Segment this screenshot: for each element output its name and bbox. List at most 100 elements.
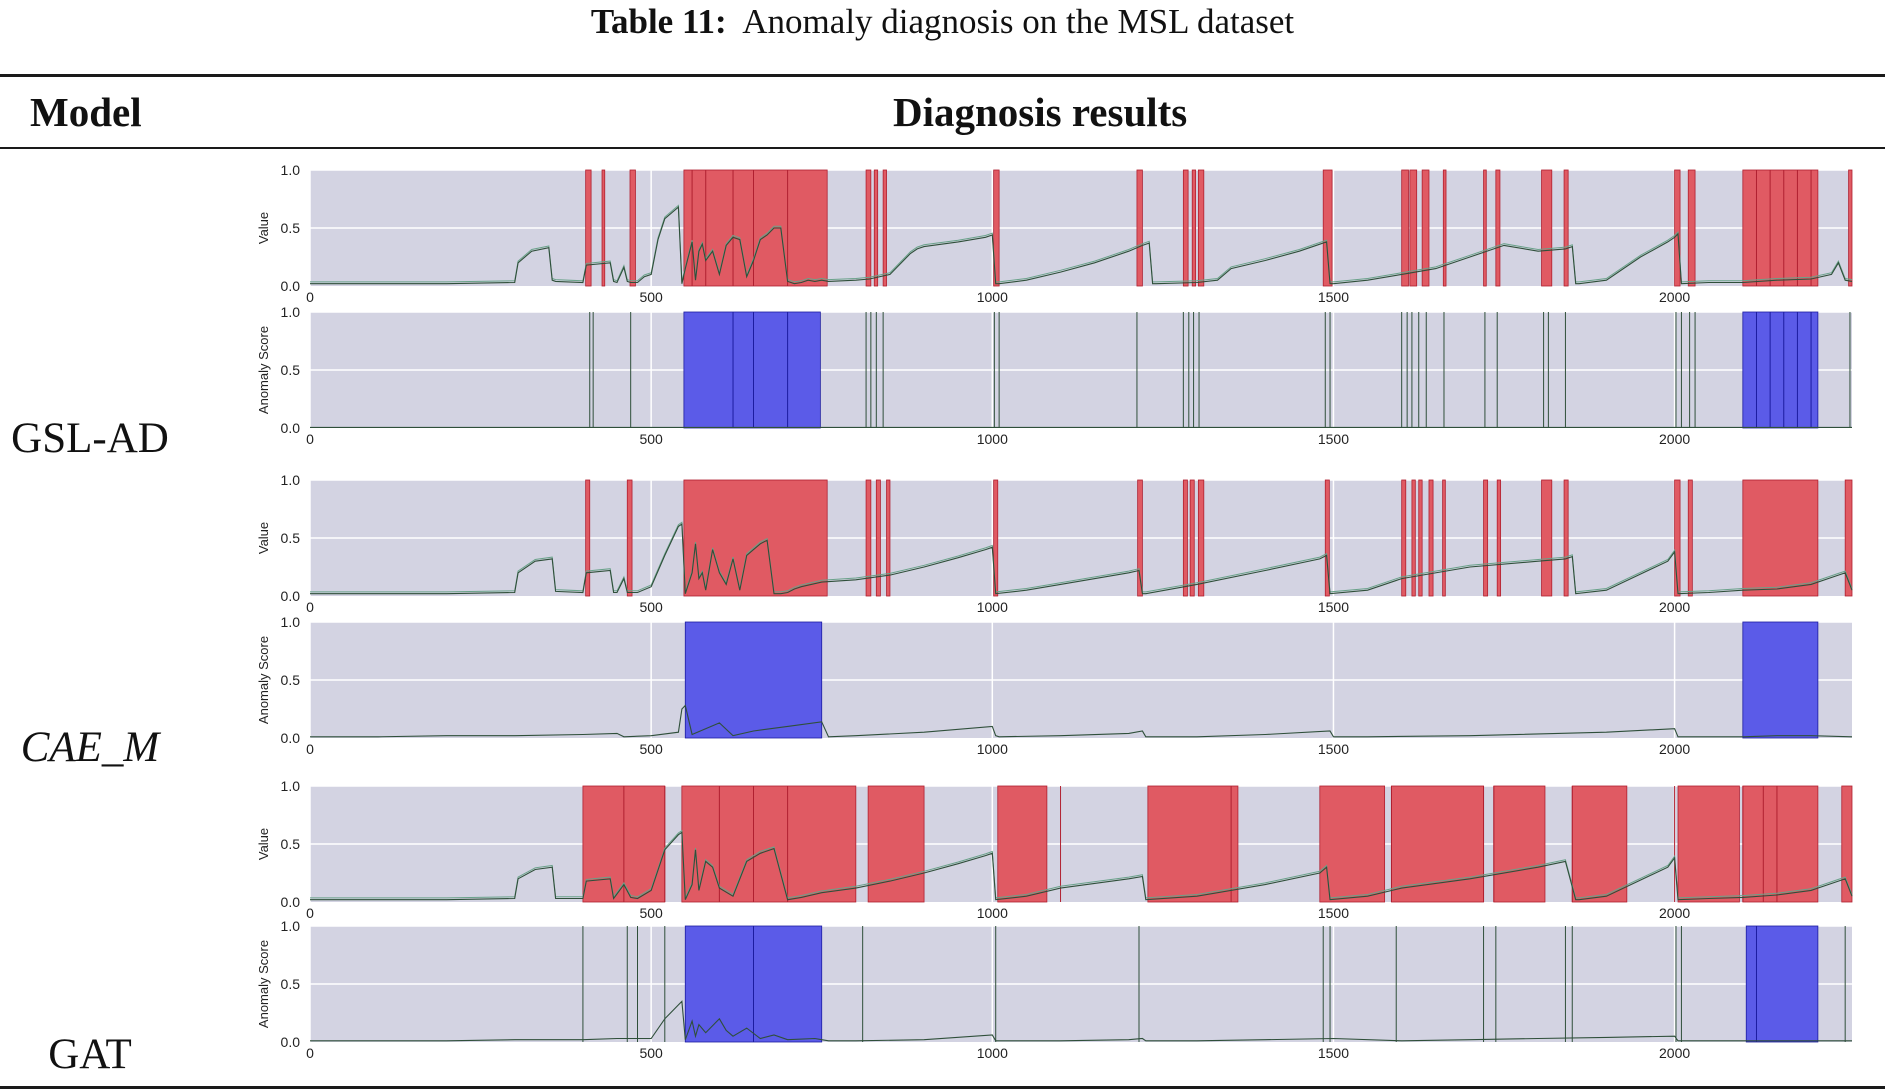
y-tick-label: 1.0 [281, 162, 301, 178]
anomaly-span [1428, 479, 1434, 597]
column-header-results: Diagnosis results [893, 89, 1188, 135]
anomaly-span [1137, 479, 1143, 597]
x-tick-label: 2000 [1659, 741, 1690, 757]
y-tick-label: 0.5 [281, 530, 301, 546]
x-tick-label: 0 [306, 905, 314, 921]
y-tick-label: 0.5 [281, 976, 301, 992]
x-tick-label: 1500 [1318, 905, 1349, 921]
x-tick-label: 1000 [977, 1045, 1008, 1061]
anomaly-span [1742, 311, 1819, 429]
anomaly-span [865, 169, 872, 287]
anomaly-span [1674, 479, 1681, 597]
x-tick-label: 0 [306, 289, 314, 305]
anomaly-span [1319, 785, 1386, 903]
anomaly-span [1674, 169, 1681, 287]
x-tick-label: 500 [639, 599, 663, 615]
anomaly-span [1421, 169, 1430, 287]
chart-panel-gat-value: 0.0 0.5 1.0 0 500 1000 1500 2000 Value [256, 778, 1853, 921]
anomaly-span [1841, 785, 1853, 903]
anomaly-span [1495, 169, 1501, 287]
anomaly-span [865, 479, 872, 597]
y-tick-label: 1.0 [281, 304, 301, 320]
y-tick-label: 0.5 [281, 836, 301, 852]
y-tick-label: 0.0 [281, 278, 301, 294]
series-line [310, 704, 1853, 738]
anomaly-span [1742, 621, 1819, 739]
anomaly-span [1571, 785, 1628, 903]
x-tick-label: 1000 [977, 741, 1008, 757]
y-axis-label: Anomaly Score [256, 940, 271, 1028]
anomaly-span [1189, 479, 1195, 597]
series-line [310, 1000, 1852, 1042]
anomaly-span [886, 479, 891, 597]
column-header-model: Model [30, 89, 142, 135]
x-tick-label: 2000 [1659, 289, 1690, 305]
x-tick-label: 1000 [977, 599, 1008, 615]
anomaly-span [1496, 479, 1502, 597]
chart-panel-gat-score: 0.0 0.5 1.0 0 500 1000 1500 2000 Anomaly Score [256, 918, 1852, 1061]
x-tick-label: 1500 [1318, 431, 1349, 447]
anomaly-span [882, 169, 887, 287]
y-tick-label: 0.5 [281, 220, 301, 236]
anomaly-span [1483, 479, 1489, 597]
chart-panel-gsl-ad-score: 0.0 0.5 1.0 0 500 1000 1500 2000 Anomaly Score [256, 304, 1852, 447]
anomaly-span [1742, 169, 1819, 287]
series-line-predicted [310, 204, 1853, 283]
anomaly-span [1197, 169, 1205, 287]
y-tick-label: 0.0 [281, 420, 301, 436]
x-tick-label: 2000 [1659, 1045, 1690, 1061]
x-tick-label: 1000 [977, 431, 1008, 447]
anomaly-span [1182, 169, 1189, 287]
anomaly-span [1197, 479, 1205, 597]
anomaly-span [684, 621, 823, 739]
table-caption: Table 11: Anomaly diagnosis on the MSL d… [0, 0, 1885, 50]
anomaly-span [683, 169, 828, 287]
y-axis-label: Value [256, 522, 271, 554]
y-axis-label: Value [256, 828, 271, 860]
anomaly-span [1401, 169, 1409, 287]
x-tick-label: 2000 [1659, 905, 1690, 921]
model-name-cae-m: CAE_M [20, 724, 160, 771]
anomaly-span [629, 169, 636, 287]
x-tick-label: 1000 [977, 289, 1008, 305]
anomaly-span [993, 169, 1000, 287]
anomaly-span [1742, 479, 1819, 597]
header-rule [0, 147, 1885, 149]
anomaly-span [1745, 925, 1819, 1043]
x-tick-label: 0 [306, 599, 314, 615]
anomaly-span [683, 479, 828, 597]
anomaly-span [1541, 479, 1553, 597]
anomaly-span [1493, 785, 1546, 903]
series-line-predicted [310, 521, 1853, 593]
x-tick-label: 1000 [977, 905, 1008, 921]
y-axis-label: Value [256, 212, 271, 244]
y-axis-label: Anomaly Score [256, 326, 271, 414]
y-tick-label: 0.0 [281, 894, 301, 910]
anomaly-span [1687, 479, 1693, 597]
series-line [310, 523, 1853, 595]
anomaly-span [1541, 169, 1553, 287]
series-line-predicted [310, 829, 1853, 899]
anomaly-span [1442, 169, 1447, 287]
x-tick-label: 1500 [1318, 741, 1349, 757]
y-tick-label: 0.0 [281, 1034, 301, 1050]
chart-panel-cae-m-value: 0.0 0.5 1.0 0 500 1000 1500 2000 Value [256, 472, 1853, 615]
x-tick-label: 2000 [1659, 599, 1690, 615]
caption-label: Table 11: [590, 2, 727, 41]
anomaly-span [1191, 169, 1197, 287]
anomaly-span [1136, 169, 1143, 287]
y-axis-label: Anomaly Score [256, 636, 271, 724]
anomaly-span [997, 785, 1048, 903]
bottom-rule [0, 1086, 1885, 1089]
y-tick-label: 1.0 [281, 918, 301, 934]
y-tick-label: 0.5 [281, 672, 301, 688]
x-tick-label: 500 [639, 1045, 663, 1061]
anomaly-span [1844, 479, 1853, 597]
y-tick-label: 0.0 [281, 730, 301, 746]
x-tick-label: 0 [306, 1045, 314, 1061]
x-tick-label: 0 [306, 741, 314, 757]
x-tick-label: 500 [639, 431, 663, 447]
anomaly-span [1411, 479, 1416, 597]
series-line [310, 831, 1853, 901]
